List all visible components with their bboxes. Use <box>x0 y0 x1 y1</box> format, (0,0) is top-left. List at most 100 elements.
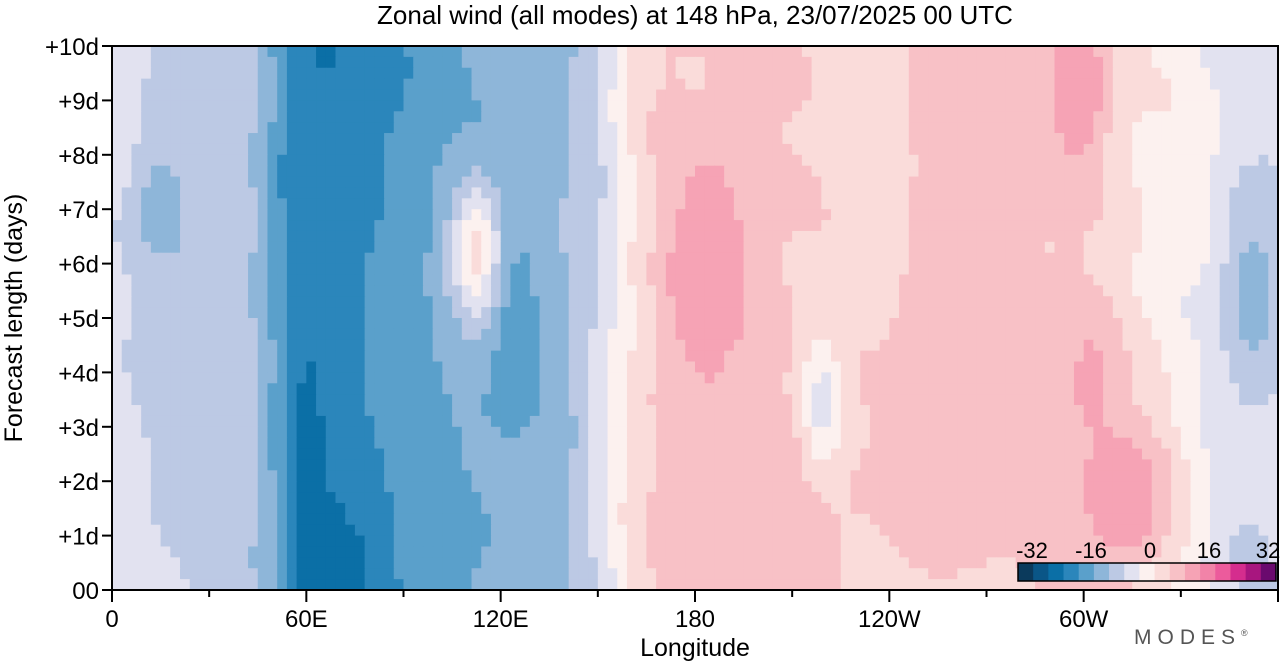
heatmap-cell <box>996 339 1007 352</box>
heatmap-cell <box>112 394 123 406</box>
heatmap-cell <box>1209 448 1221 461</box>
heatmap-cell <box>782 67 793 80</box>
heatmap-cell <box>403 89 414 101</box>
heatmap-cell <box>733 459 745 471</box>
heatmap-cell <box>908 56 920 69</box>
heatmap-cell <box>1190 252 1201 265</box>
heatmap-cell <box>636 100 648 112</box>
heatmap-cell <box>296 426 307 439</box>
heatmap-cell <box>1219 46 1231 58</box>
heatmap-cell <box>675 198 686 210</box>
heatmap-cell <box>1103 165 1114 178</box>
heatmap-cell <box>228 209 239 221</box>
heatmap-cell <box>180 383 191 395</box>
heatmap-cell <box>393 492 405 504</box>
heatmap-cell <box>695 198 706 210</box>
heatmap-cell <box>850 328 861 341</box>
heatmap-cell <box>568 481 579 493</box>
heatmap-cell <box>1005 339 1017 352</box>
heatmap-cell <box>860 165 871 178</box>
heatmap-cell <box>607 100 618 112</box>
heatmap-cell <box>1083 394 1094 406</box>
heatmap-cell <box>296 198 307 210</box>
heatmap-cell <box>908 252 920 265</box>
heatmap-cell <box>403 492 414 504</box>
heatmap-cell <box>1064 165 1075 178</box>
heatmap-cell <box>695 448 706 461</box>
heatmap-cell <box>364 209 375 221</box>
heatmap-cell <box>1248 296 1260 308</box>
heatmap-cell <box>325 470 337 482</box>
heatmap-cell <box>1064 296 1075 308</box>
heatmap-cell <box>510 492 521 504</box>
heatmap-cell <box>481 198 492 210</box>
heatmap-cell <box>209 350 220 363</box>
heatmap-cell <box>588 230 599 243</box>
heatmap-cell <box>685 78 696 91</box>
heatmap-cell <box>996 252 1007 265</box>
heatmap-cell <box>1005 285 1017 297</box>
heatmap-cell <box>724 339 735 352</box>
heatmap-cell <box>306 459 317 471</box>
heatmap-cell <box>860 133 871 145</box>
heatmap-cell <box>277 89 288 101</box>
heatmap-cell <box>1015 220 1026 232</box>
heatmap-cell <box>316 448 327 461</box>
heatmap-cell <box>1025 405 1036 417</box>
heatmap-cell <box>1200 383 1211 395</box>
heatmap-cell <box>199 383 210 395</box>
heatmap-cell <box>1141 111 1153 123</box>
heatmap-cell <box>160 328 171 341</box>
heatmap-cell <box>908 307 920 319</box>
heatmap-cell <box>1083 187 1094 199</box>
heatmap-cell <box>500 143 511 156</box>
heatmap-cell <box>529 209 541 221</box>
heatmap-cell <box>1219 459 1231 471</box>
heatmap-cell <box>772 111 784 123</box>
heatmap-cell <box>947 56 958 69</box>
heatmap-cell <box>384 111 395 123</box>
heatmap-cell <box>170 111 181 123</box>
heatmap-cell <box>879 209 890 221</box>
heatmap-cell <box>607 361 618 373</box>
heatmap-cell <box>646 56 657 69</box>
heatmap-cell <box>763 111 774 123</box>
heatmap-cell <box>957 274 968 286</box>
heatmap-cell <box>568 394 579 406</box>
heatmap-cell <box>869 230 881 243</box>
heatmap-cell <box>1229 437 1240 450</box>
heatmap-cell <box>957 176 968 189</box>
heatmap-cell <box>442 405 453 417</box>
heatmap-cell <box>1248 143 1260 156</box>
heatmap-cell <box>976 143 988 156</box>
heatmap-cell <box>763 252 774 265</box>
heatmap-cell <box>714 263 725 276</box>
heatmap-cell <box>1112 122 1124 134</box>
heatmap-cell <box>1005 176 1017 189</box>
heatmap-cell <box>189 122 201 134</box>
heatmap-cell <box>899 274 910 286</box>
heatmap-cell <box>432 100 443 112</box>
heatmap-cell <box>277 481 288 493</box>
heatmap-cell <box>121 448 133 461</box>
heatmap-cell <box>1239 481 1250 493</box>
heatmap-cell <box>1103 339 1114 352</box>
heatmap-cell <box>471 187 482 199</box>
heatmap-cell <box>568 143 579 156</box>
heatmap-cell <box>578 274 589 286</box>
heatmap-cell <box>1248 426 1260 439</box>
heatmap-cell <box>957 154 968 167</box>
heatmap-cell <box>753 209 764 221</box>
heatmap-cell <box>636 252 648 265</box>
heatmap-cell <box>1103 154 1114 167</box>
heatmap-cell <box>277 67 288 80</box>
heatmap-cell <box>112 383 123 395</box>
heatmap-cell <box>597 56 609 69</box>
heatmap-cell <box>257 230 269 243</box>
heatmap-cell <box>879 198 890 210</box>
heatmap-cell <box>772 67 784 80</box>
heatmap-cell <box>675 394 686 406</box>
heatmap-cell <box>316 67 327 80</box>
heatmap-cell <box>121 241 133 254</box>
heatmap-cell <box>792 339 803 352</box>
